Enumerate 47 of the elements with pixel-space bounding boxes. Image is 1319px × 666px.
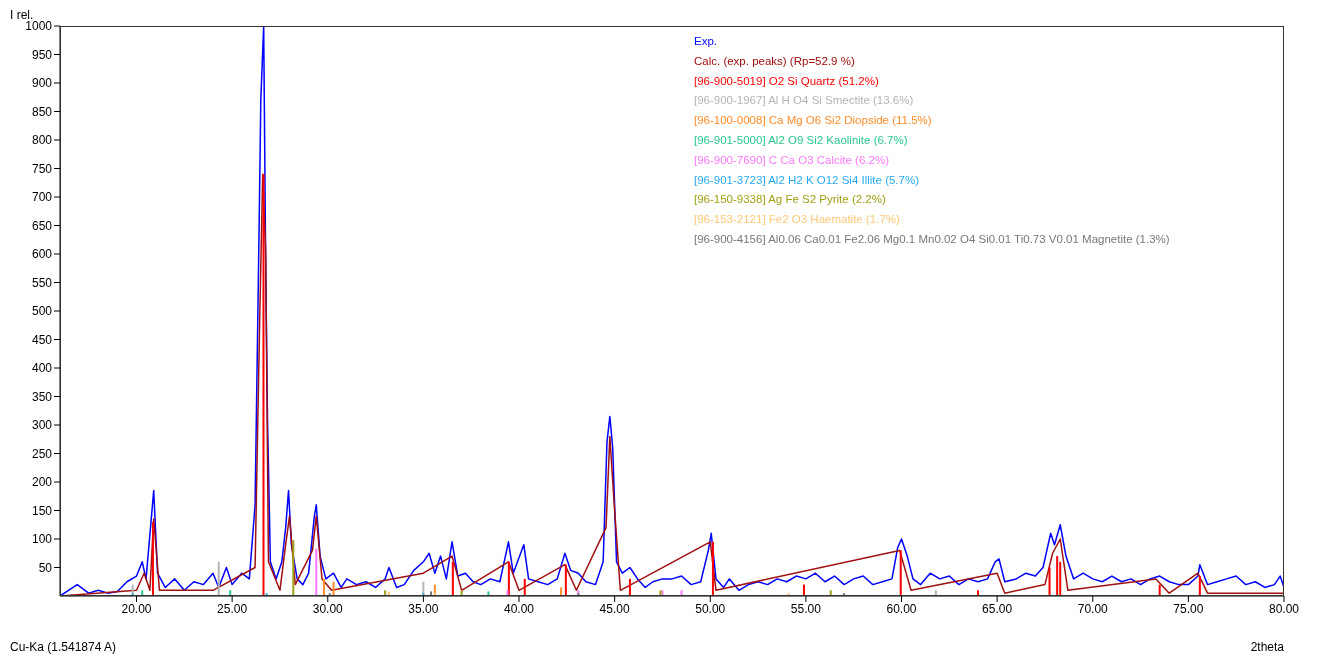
x-tick-label: 30.00 [312, 601, 344, 616]
y-tick-label: 850 [31, 104, 53, 119]
x-tick-label: 80.00 [1268, 601, 1300, 616]
x-tick-label: 25.00 [217, 601, 248, 616]
y-tick-label: 600 [31, 247, 53, 262]
y-tick-label: 1000 [25, 19, 53, 34]
text: [96-153-2121] Fe2 O3 Haematite (1.7%) [694, 212, 901, 228]
y-tick-label: 450 [31, 332, 53, 347]
y-tick-label: 700 [31, 190, 53, 205]
y-tick-label: 650 [31, 218, 53, 233]
y-tick-label: 550 [31, 275, 53, 290]
y-tick-label: 900 [31, 76, 53, 91]
y-tick-label: 50 [38, 560, 53, 575]
text: [96-900-7690] C Ca O3 Calcite (6.2%) [694, 152, 890, 168]
text: [96-900-4156] Al0.06 Ca0.01 Fe2.06 Mg0.1 Mn0.02 O4 Si0.01 Ti0.73 V0.01 Magnetite (1.3%) [694, 231, 1171, 247]
x-tick-label: 40.00 [503, 601, 535, 616]
x-axis-title: 2theta [1250, 640, 1284, 654]
text: Cu-Ka (1.541874 A) [10, 640, 117, 654]
y-tick-label: 500 [31, 304, 53, 319]
y-tick-label: 750 [31, 161, 53, 176]
x-tick-label: 20.00 [121, 601, 152, 616]
text: [96-901-5000] Al2 O9 Si2 Kaolinite (6.7%) [694, 133, 909, 148]
x-tick-label: 75.00 [1173, 601, 1204, 616]
y-tick-label: 400 [31, 361, 53, 376]
y-tick-label: 300 [31, 418, 53, 433]
text: [96-150-9338] Ag Fe S2 Pyrite (2.2%) [694, 192, 887, 208]
y-tick-label: 950 [31, 47, 53, 62]
y-tick-label: 250 [31, 446, 53, 461]
text: Calc. (exp. peaks) (Rp=52.9 %) [694, 53, 856, 69]
text: [96-900-1967] Al H O4 Si Smectite (13.6%) [694, 93, 915, 109]
y-tick-label: 100 [31, 532, 53, 547]
y-axis-title: I rel. [10, 8, 34, 22]
y-tick-label: 150 [31, 503, 53, 518]
x-tick-label: 50.00 [695, 601, 726, 616]
x-tick-label: 60.00 [886, 601, 917, 616]
y-tick-label: 800 [31, 133, 53, 148]
x-tick-label: 55.00 [790, 601, 822, 616]
x-tick-label: 35.00 [408, 601, 439, 616]
text: [96-100-0008] Ca Mg O6 Si2 Diopside (11.5%) [694, 113, 933, 129]
x-tick-label: 70.00 [1077, 601, 1109, 616]
y-tick-label: 350 [31, 389, 53, 404]
x-tick-label: 45.00 [599, 601, 630, 616]
x-tick-label: 65.00 [982, 601, 1013, 616]
text: Exp. [694, 34, 718, 49]
text: [96-901-3723] Al2 H2 K O12 Si4 Illite (5.7%) [694, 172, 920, 188]
y-tick-label: 200 [31, 475, 53, 490]
text: [96-900-5019] O2 Si Quartz (51.2%) [694, 73, 880, 89]
